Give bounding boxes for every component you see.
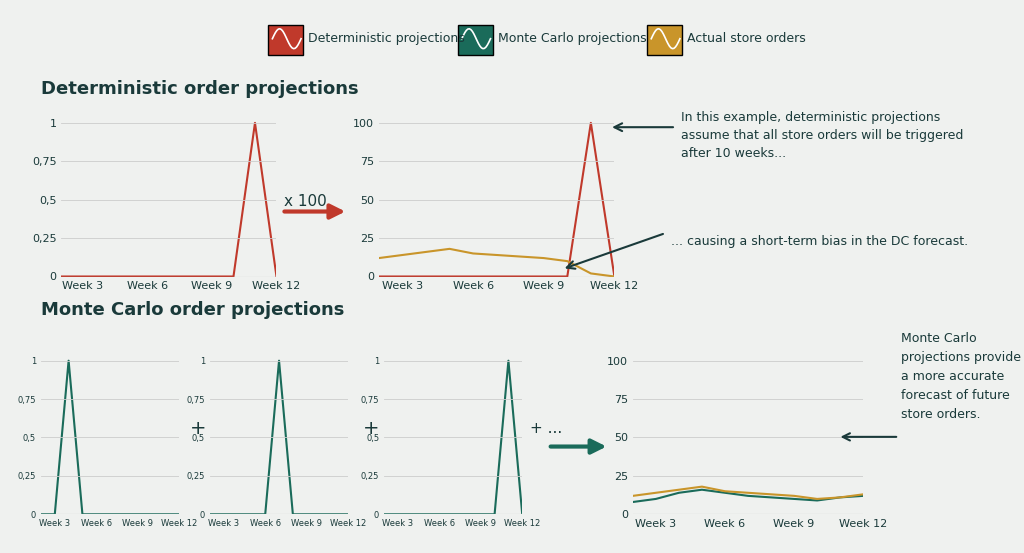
Text: In this example, deterministic projections
assume that all store orders will be : In this example, deterministic projectio…	[681, 111, 964, 160]
Text: x 100: x 100	[284, 194, 327, 210]
Text: +: +	[189, 419, 206, 438]
Text: + ...: + ...	[529, 421, 562, 436]
Text: Monte Carlo projections: Monte Carlo projections	[498, 32, 646, 45]
Text: +: +	[362, 419, 379, 438]
FancyBboxPatch shape	[458, 25, 493, 55]
Text: Monte Carlo order projections: Monte Carlo order projections	[41, 301, 344, 320]
FancyBboxPatch shape	[647, 25, 682, 55]
Text: ... causing a short-term bias in the DC forecast.: ... causing a short-term bias in the DC …	[671, 235, 968, 248]
Text: Deterministic order projections: Deterministic order projections	[41, 80, 358, 98]
Text: Actual store orders: Actual store orders	[687, 32, 806, 45]
FancyBboxPatch shape	[268, 25, 303, 55]
Text: Deterministic projections: Deterministic projections	[308, 32, 465, 45]
Text: Monte Carlo
projections provide
a more accurate
forecast of future
store orders.: Monte Carlo projections provide a more a…	[901, 332, 1021, 421]
